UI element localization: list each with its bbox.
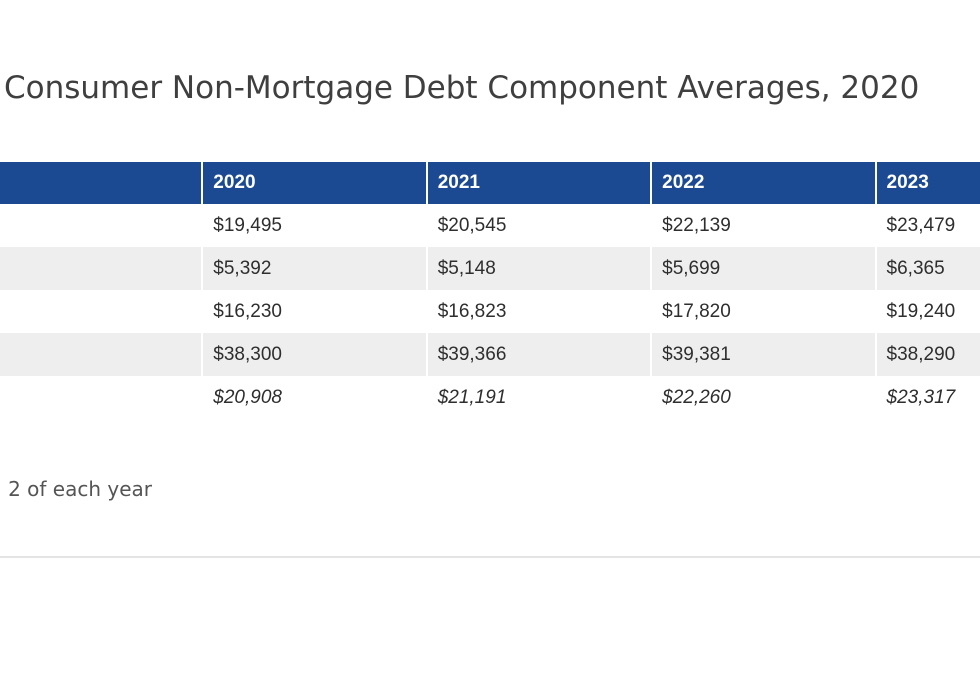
table-cell: $19,240 — [874, 290, 980, 333]
table-cell: $17,820 — [650, 290, 876, 333]
header-cell-year: 2021 — [425, 162, 652, 204]
data-table-container: 2020 2021 2022 2023 $19,495 $20,545 $22,… — [0, 162, 980, 419]
table-cell: $20,908 — [201, 376, 427, 419]
table-cell: $39,381 — [650, 333, 876, 376]
table-cell: $6,365 — [874, 247, 980, 290]
table-cell: $16,823 — [425, 290, 652, 333]
table-row-total: $20,908 $21,191 $22,260 $23,317 — [0, 376, 980, 419]
footnote-text: 2 of each year — [8, 477, 152, 501]
data-table: 2020 2021 2022 2023 $19,495 $20,545 $22,… — [0, 162, 980, 419]
table-cell: $5,148 — [425, 247, 652, 290]
table-cell: $5,699 — [650, 247, 876, 290]
header-cell-year: 2022 — [650, 162, 876, 204]
table-cell: $19,495 — [201, 204, 427, 247]
row-label — [0, 290, 202, 333]
table-header-row: 2020 2021 2022 2023 — [0, 162, 980, 204]
table-cell: $20,545 — [425, 204, 652, 247]
chart-title: Consumer Non-Mortgage Debt Component Ave… — [4, 70, 920, 106]
table-row: $38,300 $39,366 $39,381 $38,290 — [0, 333, 980, 376]
divider — [0, 556, 980, 558]
table-cell: $22,139 — [650, 204, 876, 247]
table-cell: $16,230 — [201, 290, 427, 333]
header-cell-year: 2023 — [874, 162, 980, 204]
table-cell: $5,392 — [201, 247, 427, 290]
table-cell: $21,191 — [425, 376, 652, 419]
table-row: $16,230 $16,823 $17,820 $19,240 — [0, 290, 980, 333]
table-cell: $38,290 — [874, 333, 980, 376]
header-cell-year: 2020 — [201, 162, 427, 204]
table-row: $19,495 $20,545 $22,139 $23,479 — [0, 204, 980, 247]
footnote: 2 of each year — [0, 477, 340, 507]
table-row: $5,392 $5,148 $5,699 $6,365 — [0, 247, 980, 290]
table-cell: $23,479 — [874, 204, 980, 247]
table-cell: $39,366 — [425, 333, 652, 376]
table-cell: $22,260 — [650, 376, 876, 419]
table-cell: $38,300 — [201, 333, 427, 376]
row-label — [0, 247, 203, 290]
row-label — [0, 376, 202, 419]
table-cell: $23,317 — [874, 376, 980, 419]
header-cell-label — [0, 162, 203, 204]
row-label — [0, 204, 202, 247]
row-label — [0, 333, 203, 376]
